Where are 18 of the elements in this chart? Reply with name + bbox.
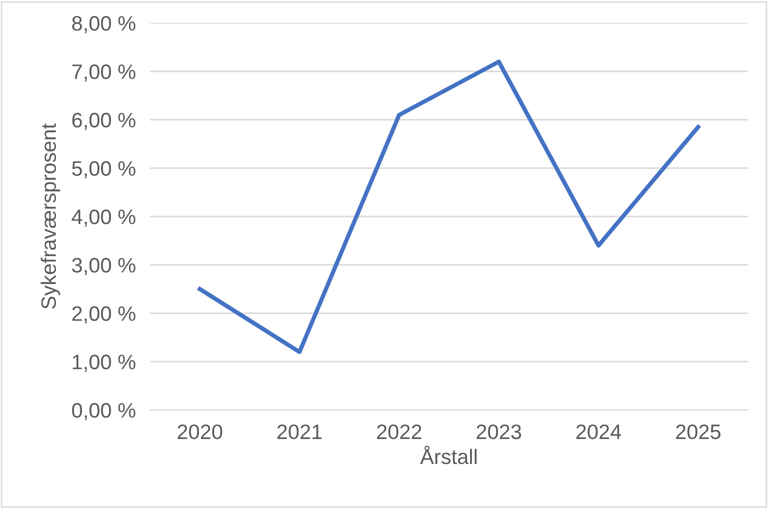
y-tick-label: 8,00 % (72, 16, 136, 34)
y-tick-label: 0,00 % (72, 403, 136, 420)
y-tick-label: 5,00 % (72, 161, 136, 178)
y-tick-label: 3,00 % (72, 258, 136, 276)
x-tick-label: 2024 (576, 424, 622, 440)
line-series (198, 60, 700, 354)
y-tick-label: 2,00 % (72, 306, 136, 324)
x-tick-label: 2021 (277, 424, 322, 440)
x-axis-title: Årstall (420, 446, 477, 464)
y-tick-label: 6,00 % (72, 112, 136, 130)
x-tick-label: 2022 (377, 424, 422, 440)
y-tick-label: 4,00 % (72, 210, 136, 227)
y-tick-label: 7,00 % (72, 64, 136, 82)
y-tick-label: 1,00 % (72, 354, 136, 372)
y-axis-title: Sykefraværsprosent (40, 123, 60, 309)
x-tick-label: 2023 (476, 424, 522, 440)
x-tick-label: 2025 (676, 424, 720, 440)
x-tick-label: 2020 (178, 424, 222, 440)
